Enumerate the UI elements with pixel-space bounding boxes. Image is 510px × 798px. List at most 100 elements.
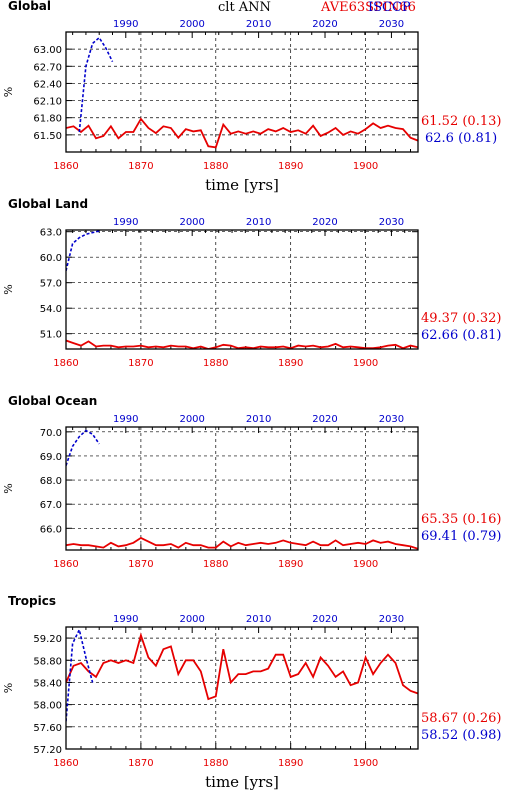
y-tick-label: 59.20 xyxy=(33,634,62,645)
top-tick-label: 1990 xyxy=(113,19,138,30)
x-tick-label: 1900 xyxy=(353,161,378,172)
stat-label: 49.37 (0.32) xyxy=(421,311,501,326)
series-line-isccp xyxy=(66,230,100,271)
top-tick-label: 1990 xyxy=(113,414,138,425)
series-line-model xyxy=(66,339,418,349)
y-tick-label: 66.0 xyxy=(40,524,62,535)
y-tick-label: 54.0 xyxy=(40,304,62,315)
top-tick-label: 2010 xyxy=(246,217,271,228)
series-line-model xyxy=(66,536,418,550)
chart-panel-3: Global Ocean 1860 1870 1880 1890 1900 1990 2000… xyxy=(2,394,501,570)
y-tick-label: 58.40 xyxy=(33,678,62,689)
y-tick-label: 70.0 xyxy=(40,428,62,439)
y-tick-label: 58.80 xyxy=(33,656,62,667)
stat-label: 65.35 (0.16) xyxy=(421,512,501,527)
top-tick-label: 2000 xyxy=(179,217,204,228)
panel-title: Global Ocean xyxy=(8,394,97,408)
x-tick-label: 1900 xyxy=(353,559,378,570)
top-tick-label: 2000 xyxy=(179,19,204,30)
top-tick-label: 2030 xyxy=(379,414,404,425)
top-tick-label: 2000 xyxy=(179,614,204,625)
top-tick-label: 2020 xyxy=(312,614,337,625)
y-tick-label: 57.0 xyxy=(40,279,62,290)
plot-frame xyxy=(65,426,419,551)
plot-frame xyxy=(65,31,419,153)
top-tick-label: 2000 xyxy=(179,414,204,425)
series-line-isccp xyxy=(78,36,114,133)
y-axis-label: % xyxy=(2,87,15,97)
y-tick-label: 67.0 xyxy=(40,500,62,511)
x-tick-label: 1860 xyxy=(53,161,78,172)
x-tick-label: 1900 xyxy=(353,758,378,769)
y-tick-label: 63.0 xyxy=(40,228,62,239)
y-tick-label: 57.20 xyxy=(33,745,62,756)
series-line-isccp xyxy=(66,627,94,722)
x-tick-label: 1880 xyxy=(203,358,228,369)
x-tick-label: 1890 xyxy=(278,161,303,172)
stat-label: 58.52 (0.98) xyxy=(421,728,501,743)
x-tick-label: 1870 xyxy=(128,758,153,769)
y-tick-label: 68.0 xyxy=(40,476,62,487)
y-tick-label: 62.10 xyxy=(33,97,62,108)
y-tick-label: 62.70 xyxy=(33,62,62,73)
y-tick-label: 57.60 xyxy=(33,723,62,734)
x-tick-label: 1860 xyxy=(53,559,78,570)
y-tick-label: 61.80 xyxy=(33,114,62,125)
panel-title: Global Land xyxy=(8,197,88,211)
x-axis-label: time [yrs] xyxy=(205,773,279,791)
top-tick-label: 1990 xyxy=(113,217,138,228)
top-tick-label: 2010 xyxy=(246,19,271,30)
stat-label: 61.52 (0.13) xyxy=(421,114,501,129)
top-tick-label: 2030 xyxy=(379,217,404,228)
x-tick-label: 1860 xyxy=(53,758,78,769)
header-center-label: clt ANN xyxy=(218,0,271,15)
x-tick-label: 1880 xyxy=(203,161,228,172)
panel-title: Global xyxy=(8,0,51,13)
x-tick-label: 1880 xyxy=(203,758,228,769)
y-tick-label: 60.0 xyxy=(40,253,62,264)
y-tick-label: 58.00 xyxy=(33,701,62,712)
plot-frame xyxy=(65,626,419,750)
series-line-model xyxy=(66,632,418,701)
plot-frame xyxy=(65,229,419,350)
y-tick-label: 61.50 xyxy=(33,131,62,142)
header-red-label: AVE63SPIN66 xyxy=(320,0,416,15)
x-tick-label: 1870 xyxy=(128,559,153,570)
x-tick-label: 1890 xyxy=(278,559,303,570)
y-axis-label: % xyxy=(2,483,15,493)
x-tick-label: 1900 xyxy=(353,358,378,369)
stat-label: 62.66 (0.81) xyxy=(421,328,501,343)
top-tick-label: 2010 xyxy=(246,414,271,425)
stat-label: 62.6 (0.81) xyxy=(425,131,497,146)
y-axis-label: % xyxy=(2,683,15,693)
stat-label: 69.41 (0.79) xyxy=(421,529,501,544)
top-tick-label: 2030 xyxy=(379,614,404,625)
y-axis-label: % xyxy=(2,284,15,294)
panel-title: Tropics xyxy=(8,594,56,608)
chart-panel-4: Tropics 1860 1870 1880 1890 1900 1990 2000 2010 2… xyxy=(2,594,501,791)
x-tick-label: 1880 xyxy=(203,559,228,570)
top-tick-label: 2020 xyxy=(312,217,337,228)
top-tick-label: 1990 xyxy=(113,614,138,625)
top-tick-label: 2030 xyxy=(379,19,404,30)
x-tick-label: 1870 xyxy=(128,358,153,369)
header-blue-label: ISCCP xyxy=(368,0,411,15)
top-tick-label: 2020 xyxy=(312,414,337,425)
x-tick-label: 1890 xyxy=(278,358,303,369)
y-tick-label: 62.40 xyxy=(33,79,62,90)
stat-label: 58.67 (0.26) xyxy=(421,711,501,726)
x-axis-label: time [yrs] xyxy=(205,176,279,194)
y-tick-label: 51.0 xyxy=(40,330,62,341)
x-tick-label: 1870 xyxy=(128,161,153,172)
series-line-isccp xyxy=(66,429,100,466)
x-tick-label: 1890 xyxy=(278,758,303,769)
top-tick-label: 2020 xyxy=(312,19,337,30)
chart-panel-2: Global Land 1860 1870 1880 1890 1900 1990 2000 2… xyxy=(2,197,501,369)
chart-panel-1: Global 1860 1870 1880 1890 1900 1990 2000 2010 20… xyxy=(2,0,501,194)
y-tick-label: 69.0 xyxy=(40,452,62,463)
series-line-model xyxy=(66,117,418,149)
top-tick-label: 2010 xyxy=(246,614,271,625)
x-tick-label: 1860 xyxy=(53,358,78,369)
y-tick-label: 63.00 xyxy=(33,45,62,56)
